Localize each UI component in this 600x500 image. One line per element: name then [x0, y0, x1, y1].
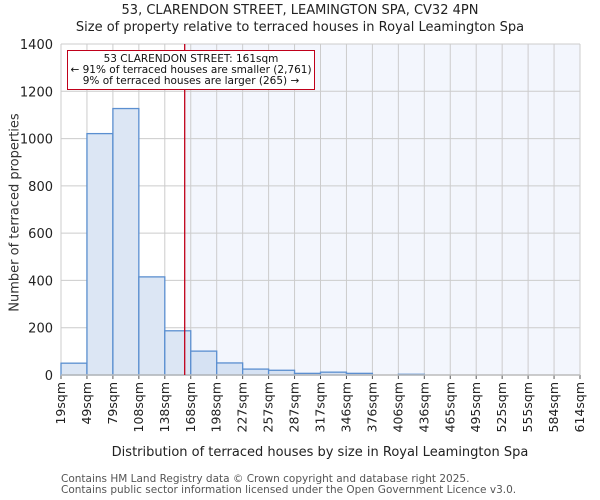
x-tick-label: 19sqm — [53, 382, 68, 425]
x-tick-label: 555sqm — [520, 382, 535, 432]
y-tick-label: 200 — [28, 322, 53, 337]
x-tick-label: 79sqm — [105, 382, 120, 425]
x-tick-label: 138sqm — [157, 382, 172, 432]
larger-region-shade — [184, 44, 580, 375]
x-tick-label: 49sqm — [79, 382, 94, 425]
histogram-bar — [138, 276, 166, 376]
x-tick-label: 495sqm — [468, 382, 483, 432]
histogram-bar — [86, 132, 114, 376]
x-tick-label: 317sqm — [313, 382, 328, 432]
y-tick-label: 1200 — [20, 85, 53, 100]
histogram-bar — [241, 368, 270, 376]
histogram-bar — [190, 350, 218, 376]
x-tick-label: 465sqm — [442, 382, 457, 432]
x-tick-label: 614sqm — [572, 382, 587, 432]
y-axis-label: Number of terraced properties — [7, 113, 23, 312]
property-annotation-box: 53 CLARENDON STREET: 161sqm ← 91% of ter… — [67, 50, 315, 90]
y-tick-label: 800 — [28, 180, 53, 195]
x-tick-label: 198sqm — [209, 382, 224, 432]
x-tick-label: 406sqm — [390, 382, 405, 432]
annotation-line-3: 9% of terraced houses are larger (265) → — [82, 75, 300, 87]
annotation-line-2: ← 91% of terraced houses are smaller (2,… — [70, 64, 312, 76]
histogram-bar — [164, 330, 192, 376]
x-tick-label: 108sqm — [131, 382, 146, 432]
chart-title: 53, CLARENDON STREET, LEAMINGTON SPA, CV… — [121, 3, 479, 18]
footer-licence: Contains public sector information licen… — [61, 484, 517, 496]
x-tick-label: 257sqm — [261, 382, 276, 432]
x-tick-label: 227sqm — [235, 382, 250, 432]
chart-subtitle: Size of property relative to terraced ho… — [75, 20, 525, 35]
x-tick-label: 525sqm — [494, 382, 509, 432]
histogram-bar — [60, 362, 88, 376]
x-tick-label: 376sqm — [364, 382, 379, 432]
x-axis-label: Distribution of terraced houses by size … — [111, 445, 529, 460]
histogram-bar — [112, 107, 140, 376]
annotation-line-1: 53 CLARENDON STREET: 161sqm — [103, 53, 279, 65]
x-tick-label: 436sqm — [416, 382, 431, 432]
y-tick-label: 1000 — [20, 133, 53, 148]
footer-copyright: Contains HM Land Registry data © Crown c… — [61, 473, 470, 485]
y-tick-label: 400 — [28, 274, 53, 289]
y-tick-label: 1400 — [20, 38, 53, 53]
histogram-bar — [216, 362, 244, 376]
x-tick-label: 168sqm — [183, 382, 198, 432]
y-tick-label: 0 — [45, 369, 53, 384]
x-tick-label: 287sqm — [287, 382, 302, 432]
x-tick-label: 584sqm — [546, 382, 561, 432]
x-tick-label: 346sqm — [338, 382, 353, 432]
y-tick-label: 600 — [28, 227, 53, 242]
